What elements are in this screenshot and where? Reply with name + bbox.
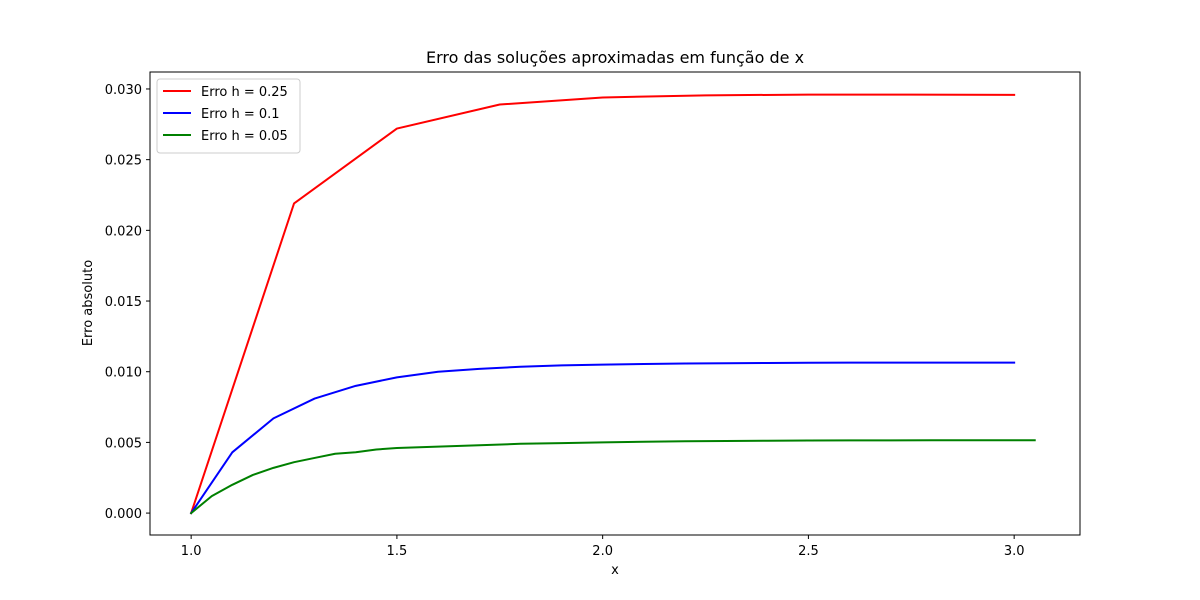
x-tick-label: 1.5 [387,544,408,559]
y-tick-label: 0.010 [105,366,142,381]
plot-area [189,93,1036,515]
series-line-2 [189,361,1016,515]
legend: Erro h = 0.25 Erro h = 0.1 Erro h = 0.05 [156,78,301,154]
y-axis-label: Erro absoluto [81,260,96,346]
series-line-3 [189,439,1036,515]
legend-label-3: Erro h = 0.05 [201,129,288,144]
series-line-1 [189,93,1016,515]
x-tick-label: 3.0 [1004,544,1025,559]
x-axis: 1.0 1.5 2.0 2.5 3.0 [181,535,1025,559]
y-axis: 0.000 0.005 0.010 0.015 0.020 0.025 0.030 [105,83,150,522]
x-tick-label: 1.0 [181,544,202,559]
y-tick-label: 0.015 [105,295,142,310]
y-tick-label: 0.030 [105,83,142,98]
x-tick-label: 2.5 [798,544,819,559]
legend-box [156,78,301,154]
y-tick-label: 0.005 [105,436,142,451]
y-tick-label: 0.025 [105,154,142,169]
y-tick-label: 0.000 [105,507,142,522]
legend-label-1: Erro h = 0.25 [201,85,288,100]
legend-label-2: Erro h = 0.1 [201,107,280,122]
chart-title: Erro das soluções aproximadas em função … [426,48,804,67]
y-tick-label: 0.020 [105,224,142,239]
x-axis-label: x [611,563,619,578]
plot-frame [149,71,1081,536]
x-tick-label: 2.0 [592,544,613,559]
